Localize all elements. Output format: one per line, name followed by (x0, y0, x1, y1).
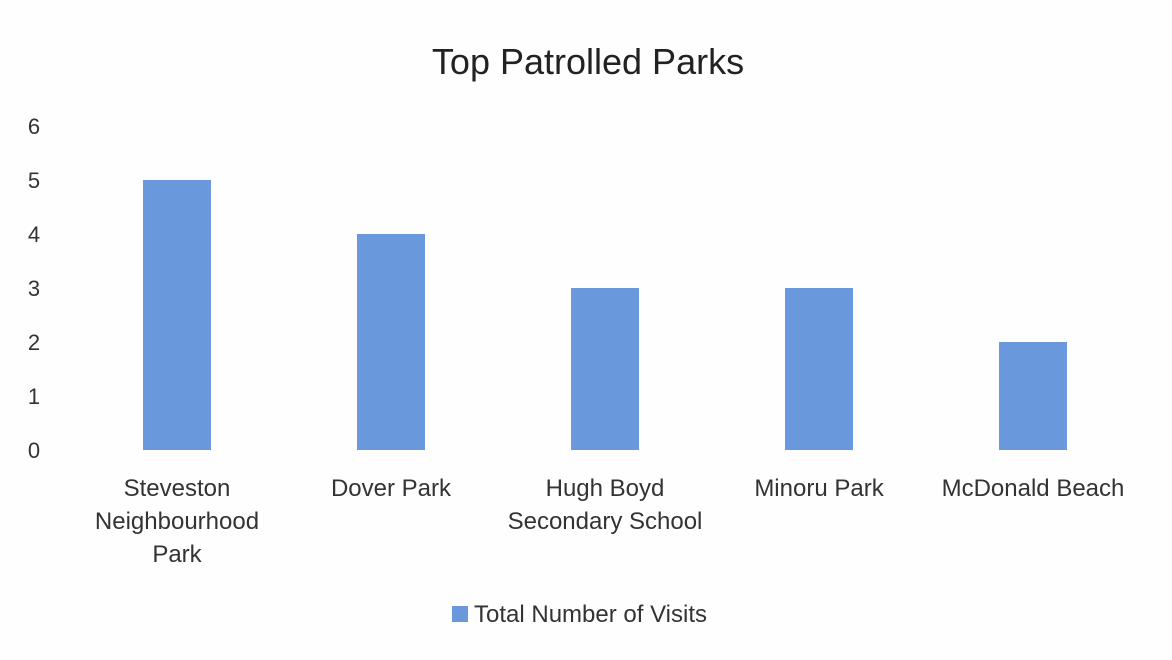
y-tick-label: 4 (28, 222, 40, 247)
y-tick-label: 2 (28, 330, 40, 355)
x-tick-label: McDonald Beach (942, 475, 1125, 502)
bar (571, 288, 639, 450)
x-tick-label: Dover Park (331, 475, 452, 502)
x-tick-label-line: Hugh Boyd (546, 475, 665, 502)
y-tick-label: 1 (28, 384, 40, 409)
bar (357, 234, 425, 450)
x-tick-label-line: Dover Park (331, 475, 452, 502)
y-tick-label: 3 (28, 276, 40, 301)
x-tick-label: Minoru Park (754, 475, 884, 502)
y-tick-label: 6 (28, 114, 40, 139)
legend-label: Total Number of Visits (474, 601, 707, 628)
bar (785, 288, 853, 450)
legend: Total Number of Visits (452, 601, 707, 628)
x-tick-label-line: Minoru Park (754, 475, 884, 502)
bar (143, 180, 211, 450)
x-tick-label-line: Park (152, 541, 202, 568)
x-tick-label: Hugh Boyd Secondary School (508, 475, 703, 535)
chart-title: Top Patrolled Parks (432, 41, 744, 82)
x-tick-label-line: Steveston (124, 475, 231, 502)
y-tick-label: 5 (28, 168, 40, 193)
x-tick-label-line: McDonald Beach (942, 475, 1125, 502)
x-tick-label: Steveston Neighbourhood Park (95, 475, 259, 568)
x-axis-labels: Steveston Neighbourhood Park Dover Park Hugh… (95, 475, 1124, 568)
legend-swatch (452, 606, 468, 622)
x-tick-label-line: Secondary School (508, 508, 703, 535)
x-tick-label-line: Neighbourhood (95, 508, 259, 535)
y-tick-label: 0 (28, 438, 40, 463)
y-axis-ticks: 0 1 2 3 4 5 6 (28, 114, 40, 463)
bar (999, 342, 1067, 450)
bars-group (143, 180, 1067, 450)
